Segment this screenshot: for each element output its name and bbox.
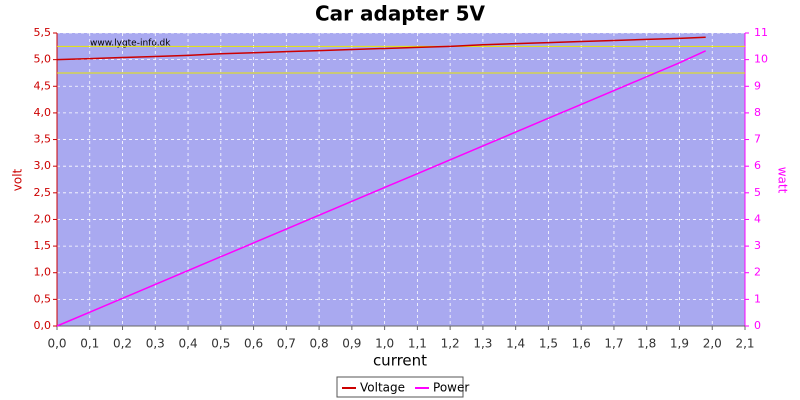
y2-axis-label: watt: [776, 167, 790, 194]
legend-label: Power: [433, 381, 469, 395]
x-tick-label: 1,2: [441, 337, 460, 351]
x-tick-label: 2,0: [703, 337, 722, 351]
x-tick-label: 0,0: [47, 337, 66, 351]
x-axis-label: current: [373, 352, 427, 370]
x-tick-label: 0,1: [80, 337, 99, 351]
x-tick-label: 0,7: [277, 337, 296, 351]
x-tick-label: 0,2: [113, 337, 132, 351]
x-tick-label: 1,1: [408, 337, 427, 351]
y2-tick-label: 5: [754, 186, 761, 199]
y-tick-label: 2,5: [34, 186, 52, 199]
y2-tick-label: 8: [754, 106, 761, 119]
y2-tick-label: 4: [754, 212, 761, 225]
x-tick-label: 0,9: [342, 337, 361, 351]
chart-title: Car adapter 5V: [315, 2, 485, 26]
x-tick-label: 1,7: [604, 337, 623, 351]
x-tick-label: 1,9: [670, 337, 689, 351]
y2-tick-label: 2: [754, 266, 761, 279]
series-line: [56, 50, 706, 327]
watermark: www.lygte-info.dk: [90, 39, 171, 49]
x-tick-label: 0,3: [146, 337, 165, 351]
x-tick-label: 0,5: [211, 337, 230, 351]
legend-box: [336, 376, 464, 398]
y-tick-label: 5,5: [34, 26, 52, 39]
x-tick-label: 2,1: [735, 337, 754, 351]
y2-tick-label: 10: [754, 53, 768, 66]
y-tick-label: 3,5: [34, 133, 52, 146]
y2-tick-label: 3: [754, 239, 761, 252]
x-tick-label: 1,0: [375, 337, 394, 351]
y2-tick-label: 0: [754, 319, 761, 332]
x-tick-label: 1,6: [572, 337, 591, 351]
y-tick-label: 4,5: [34, 79, 52, 92]
y-tick-label: 5,0: [34, 53, 52, 66]
y2-tick-label: 1: [754, 292, 761, 305]
y-tick-label: 4,0: [34, 106, 52, 119]
x-tick-label: 0,8: [310, 337, 329, 351]
y-tick-label: 3,0: [34, 159, 52, 172]
y-tick-label: 0,0: [34, 319, 52, 332]
y-tick-label: 1,0: [34, 266, 52, 279]
x-tick-label: 1,4: [506, 337, 525, 351]
y2-tick-label: 9: [754, 79, 761, 92]
x-tick-label: 1,8: [637, 337, 656, 351]
legend-label: Voltage: [360, 381, 405, 395]
y-axis-label: volt: [11, 168, 25, 191]
x-tick-label: 1,5: [539, 337, 558, 351]
series-line: [56, 36, 706, 61]
y-tick-label: 2,0: [34, 212, 52, 225]
x-tick-label: 0,6: [244, 337, 263, 351]
y-tick-label: 0,5: [34, 292, 52, 305]
y2-tick-label: 7: [754, 133, 761, 146]
y2-tick-label: 6: [754, 159, 761, 172]
x-tick-label: 1,3: [473, 337, 492, 351]
y2-tick-label: 11: [754, 26, 768, 39]
x-tick-label: 0,4: [179, 337, 198, 351]
y-tick-label: 1,5: [34, 239, 52, 252]
